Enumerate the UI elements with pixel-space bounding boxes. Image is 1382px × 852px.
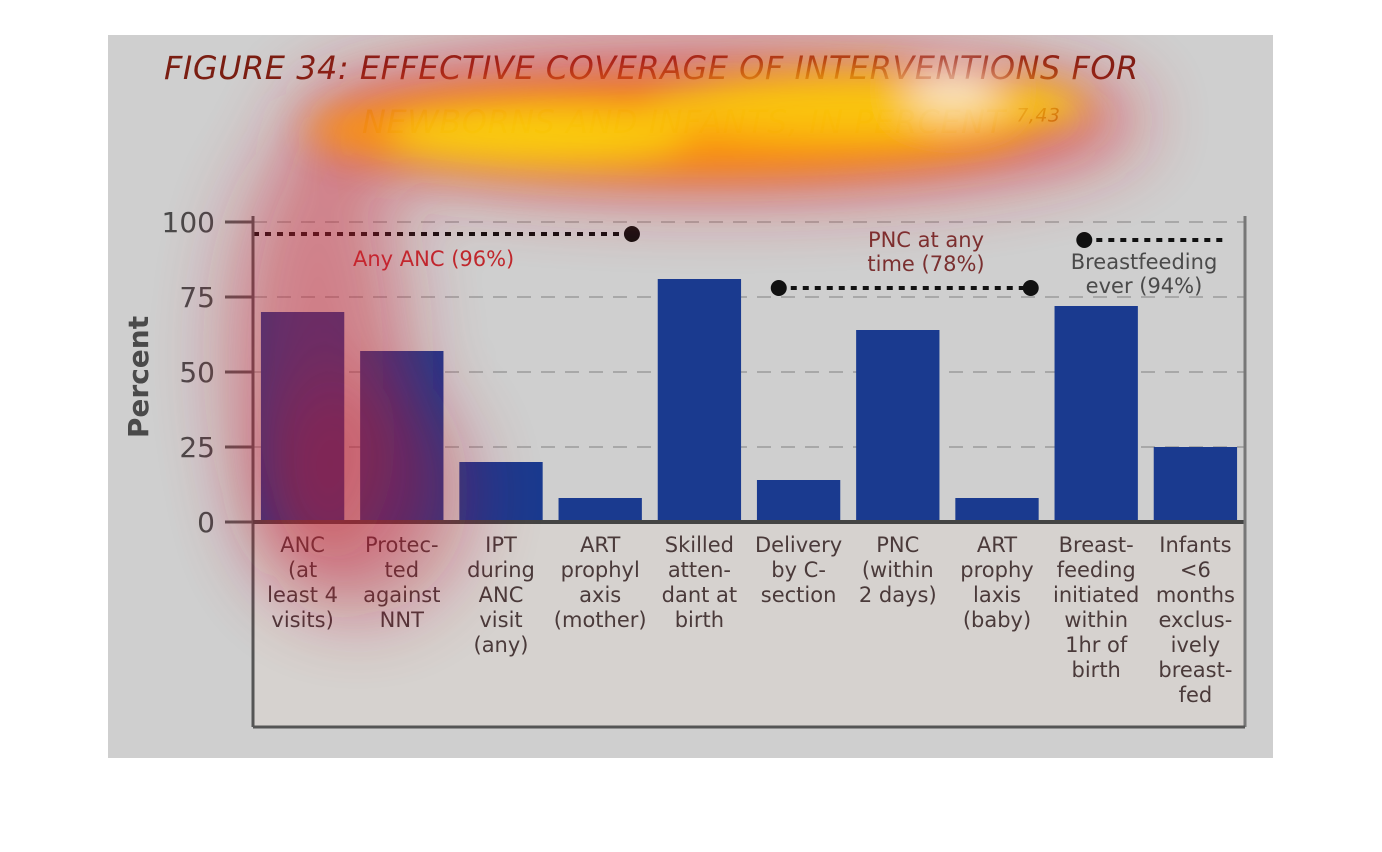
bar-4: [657, 279, 742, 522]
category-label-8: Breast-feeding initiated within 1hr of birth: [1053, 533, 1139, 682]
category-label-1-line-2: against: [363, 583, 440, 607]
category-label-8-line-4: 1hr of: [1065, 633, 1128, 657]
bar-0: [260, 312, 345, 522]
category-label-8-line-0: Breast-: [1059, 533, 1134, 557]
category-label-4-line-0: Skilled: [665, 533, 734, 557]
category-label-2-line-2: ANC: [479, 583, 524, 607]
category-label-9-line-4: ively: [1171, 633, 1220, 657]
bar-1: [360, 351, 444, 522]
category-label-2-line-4: (any): [474, 633, 529, 657]
category-label-9-line-0: Infants: [1159, 533, 1231, 557]
category-label-4-line-1: atten-: [668, 558, 731, 582]
category-label-9-line-2: months: [1156, 583, 1235, 607]
category-label-1-line-1: ted: [385, 558, 419, 582]
reference-dot-1-start: [770, 280, 787, 296]
reference-dot-0-end: [623, 226, 640, 242]
category-label-9-line-6: fed: [1179, 683, 1213, 707]
category-label-6: PNC (within 2 days): [859, 533, 937, 607]
category-label-9-line-1: <6: [1180, 558, 1211, 582]
reference-label-2-line-1: ever (94%): [1086, 274, 1203, 298]
bar-3: [558, 498, 642, 522]
category-label-9: Infants <6 months exclus-ively breast-fed: [1156, 533, 1235, 707]
category-label-8-line-5: birth: [1072, 658, 1121, 682]
bar-6: [856, 330, 940, 522]
category-label-7-line-3: (baby): [963, 608, 1031, 632]
bar-8: [1054, 306, 1138, 522]
reference-label-0: Any ANC (96%): [353, 247, 514, 271]
category-label-3-line-3: (mother): [554, 608, 647, 632]
y-tick-label-25: 25: [179, 431, 215, 464]
category-label-3-line-2: axis: [579, 583, 621, 607]
category-label-8-line-3: within: [1064, 608, 1128, 632]
category-label-7-line-0: ART: [977, 533, 1017, 557]
category-label-6-line-1: (within: [862, 558, 934, 582]
category-label-3-line-0: ART: [580, 533, 620, 557]
category-label-7-line-2: laxis: [973, 583, 1021, 607]
reference-label-2-line-0: Breastfeeding: [1071, 250, 1218, 274]
category-label-2: IPT during ANC visit (any): [467, 533, 535, 657]
category-label-5-line-0: Delivery: [755, 533, 842, 557]
y-tick-label-50: 50: [179, 356, 215, 389]
category-label-6-line-0: PNC: [876, 533, 919, 557]
category-label-0-line-2: least 4: [267, 583, 338, 607]
bar-5: [756, 480, 841, 522]
reference-dot-1-end: [1022, 280, 1039, 296]
category-label-7-line-1: prophy: [960, 558, 1033, 582]
y-axis-label: Percent: [122, 316, 155, 438]
category-label-9-line-3: exclus-: [1158, 608, 1232, 632]
category-label-4-line-2: dant at: [662, 583, 738, 607]
figure-panel: FIGURE 34: EFFECTIVE COVERAGE OF INTERVE…: [108, 35, 1273, 758]
category-label-5: Delivery by C-section: [755, 533, 842, 607]
category-label-7: ART prophy laxis (baby): [960, 533, 1033, 632]
category-label-1-line-3: NNT: [380, 608, 424, 632]
category-label-0-line-1: (at: [288, 558, 317, 582]
category-label-1-line-0: Protec-: [365, 533, 439, 557]
category-label-9-line-5: breast-: [1158, 658, 1232, 682]
category-label-2-line-1: during: [467, 558, 535, 582]
reference-label-1-line-0: PNC at any: [868, 228, 984, 252]
category-label-8-line-1: feeding: [1057, 558, 1136, 582]
bar-layer: [260, 279, 1238, 522]
category-label-4-line-3: birth: [675, 608, 724, 632]
category-label-0-line-3: visits): [271, 608, 333, 632]
reference-label-2: Breastfeeding ever (94%): [1071, 250, 1218, 298]
category-label-2-line-0: IPT: [485, 533, 517, 557]
category-label-3: ART prophyl axis (mother): [554, 533, 647, 632]
reference-dot-2-start: [1076, 232, 1093, 248]
reference-label-1: PNC at any time (78%): [867, 228, 984, 276]
bar-7: [955, 498, 1039, 522]
bar-9: [1153, 447, 1238, 522]
reference-label-1-line-1: time (78%): [867, 252, 984, 276]
y-tick-label-0: 0: [197, 506, 215, 539]
y-tick-label-75: 75: [179, 281, 215, 314]
category-label-5-line-2: section: [761, 583, 837, 607]
category-label-6-line-2: 2 days): [859, 583, 937, 607]
category-label-2-line-3: visit: [479, 608, 522, 632]
bar-2: [459, 462, 543, 522]
category-label-4: Skilled atten-dant at birth: [662, 533, 738, 632]
y-tick-label-100: 100: [162, 206, 215, 239]
category-label-3-line-1: prophyl: [561, 558, 640, 582]
category-label-0-line-0: ANC: [280, 533, 325, 557]
category-label-5-line-1: by C-: [771, 558, 826, 582]
category-label-8-line-2: initiated: [1053, 583, 1139, 607]
